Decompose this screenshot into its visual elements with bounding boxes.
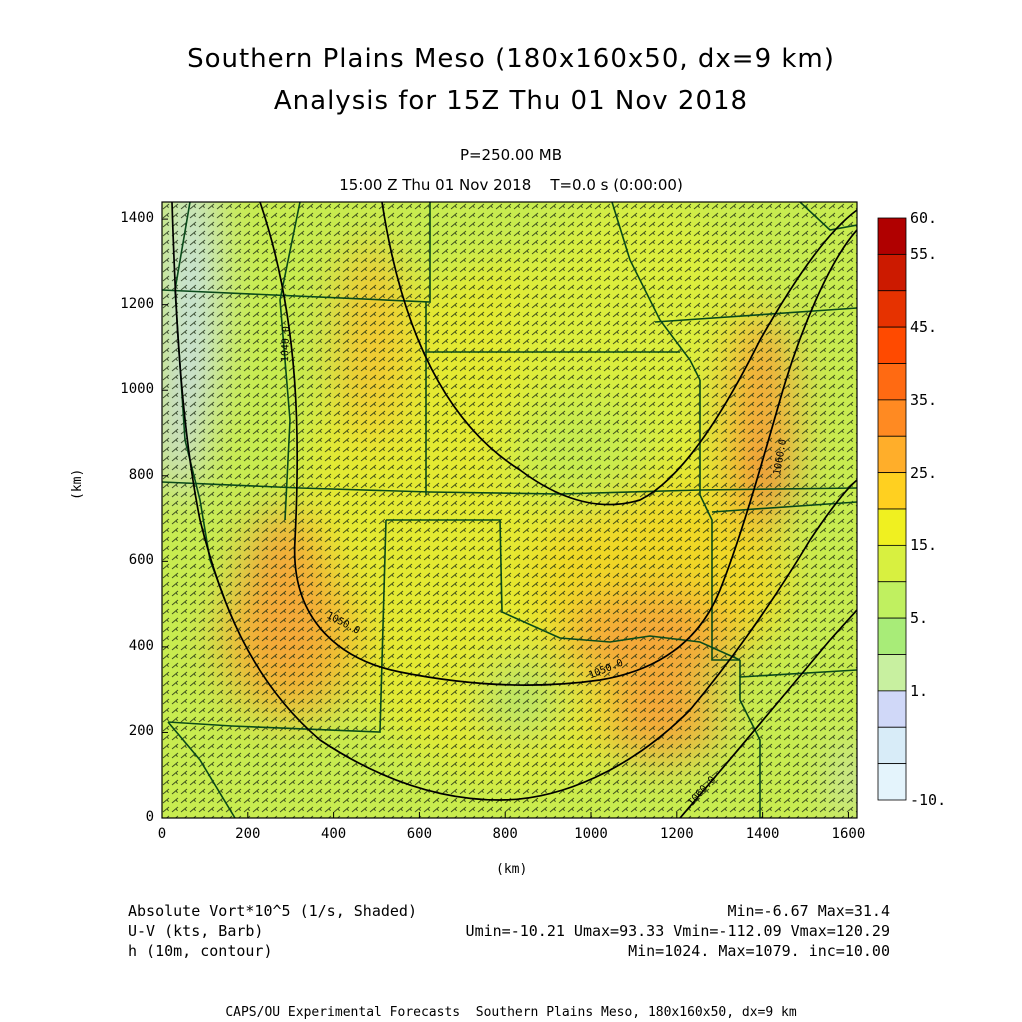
height-contours	[171, 202, 857, 818]
contour-label-1040: 1040.0	[280, 325, 293, 363]
colorbar-label: 15.	[910, 536, 938, 555]
colorbar-label: 1.	[910, 681, 929, 700]
colorbar-label: 55.	[910, 245, 938, 264]
pressure-level: P=250.00 MB	[459, 146, 563, 164]
y-tick-label: 800	[128, 466, 154, 483]
colorbar-label: 35.	[910, 390, 938, 409]
colorbar-swatch	[877, 290, 907, 328]
field3-stats: Min=1024. Max=1079. inc=10.00	[628, 942, 890, 960]
contour-1050	[259, 202, 857, 686]
colorbar-swatch	[877, 508, 907, 546]
colorbar-swatch	[877, 217, 907, 255]
x-tick-label: 200	[235, 826, 261, 842]
y-axis-label: (km)	[70, 468, 85, 500]
field3-name: h (10m, contour)	[128, 942, 273, 960]
colorbar-swatch	[877, 363, 907, 401]
y-axis-ticks	[162, 218, 168, 819]
x-tick-label: 1400	[745, 826, 780, 842]
x-axis-ticks	[161, 812, 849, 818]
colorbar-swatch	[877, 617, 907, 655]
x-tick-label: 1600	[831, 826, 866, 842]
y-tick-label: 1000	[120, 381, 154, 398]
field2-name: U-V (kts, Barb)	[128, 922, 264, 940]
colorbar-swatch	[877, 253, 907, 292]
colorbar-swatch	[877, 726, 907, 765]
x-axis-label: (km)	[496, 862, 528, 877]
colorbar-label: 5.	[910, 609, 929, 628]
colorbar-swatch	[877, 472, 907, 510]
y-tick-label: 0	[145, 809, 154, 825]
title-line-1: Southern Plains Meso (180x160x50, dx=9 k…	[187, 44, 835, 74]
contour-1040	[381, 202, 857, 506]
colorbar-swatch	[877, 690, 907, 728]
field1-name: Absolute Vort*10^5 (1/s, Shaded)	[128, 902, 417, 920]
colorbar-swatch	[877, 435, 907, 474]
vorticity-shading	[162, 202, 857, 818]
colorbar-swatch	[877, 581, 907, 619]
y-tick-label: 1200	[120, 295, 154, 312]
y-tick-label: 400	[128, 637, 154, 654]
colorbar	[877, 217, 907, 801]
x-tick-label: 1200	[659, 826, 694, 842]
colorbar-swatch	[877, 763, 907, 801]
x-tick-label: 600	[406, 826, 433, 842]
x-tick-label: 1000	[574, 826, 608, 842]
footer-credit: CAPS/OU Experimental Forecasts Southern …	[225, 1005, 797, 1020]
y-tick-label: 1400	[120, 210, 154, 227]
y-tick-label: 200	[128, 723, 154, 740]
title-line-2: Analysis for 15Z Thu 01 Nov 2018	[273, 86, 749, 116]
contour-1060	[171, 202, 857, 801]
x-tick-label: 400	[320, 826, 347, 842]
colorbar-label: -10.	[910, 791, 947, 809]
colorbar-label: 60.	[910, 209, 938, 227]
field1-stats: Min=-6.67 Max=31.4	[727, 902, 890, 920]
colorbar-swatch	[877, 326, 907, 364]
colorbar-swatch	[877, 654, 907, 692]
colorbar-swatch	[877, 544, 907, 583]
y-tick-label: 600	[128, 552, 154, 569]
contour-1060b	[679, 609, 857, 818]
x-tick-label: 0	[157, 826, 167, 842]
colorbar-label: 25.	[910, 463, 938, 482]
field2-stats: Umin=-10.21 Umax=93.33 Vmin=-112.09 Vmax…	[465, 922, 890, 940]
x-tick-label: 800	[492, 826, 518, 842]
valid-time: 15:00 Z Thu 01 Nov 2018 T=0.0 s (0:00:00…	[339, 176, 683, 194]
colorbar-label: 45.	[910, 318, 938, 337]
plot-frame	[161, 201, 858, 819]
colorbar-swatch	[877, 399, 907, 437]
